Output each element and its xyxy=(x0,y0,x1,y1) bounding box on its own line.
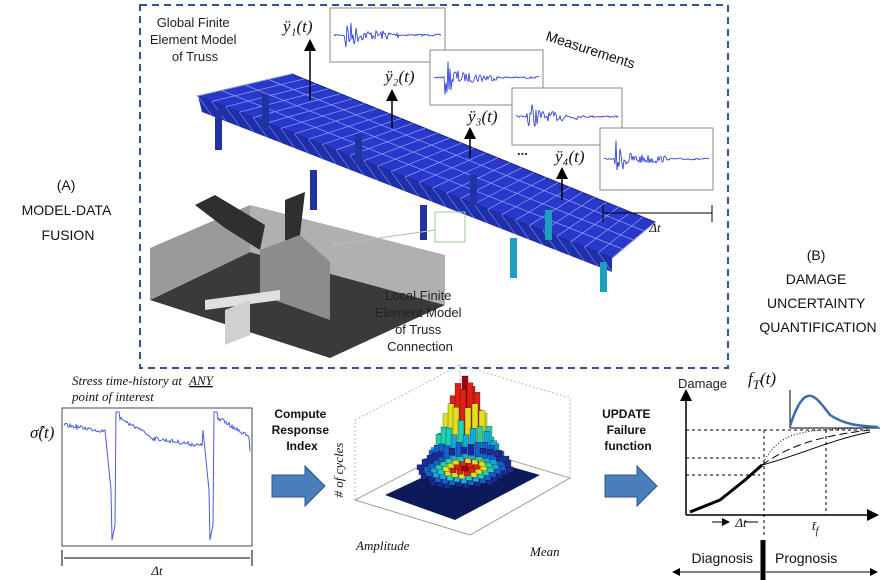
signal-label: ÿ₁(t) xyxy=(281,17,313,36)
histogram-bar xyxy=(437,452,443,457)
caption-text: Stress time-history at xyxy=(72,373,182,388)
step-update-label: UPDATE Failure function xyxy=(602,407,654,453)
histogram-bar xyxy=(507,467,513,472)
title-line: FUSION xyxy=(42,227,95,243)
panel-b-title: (B) DAMAGE UNCERTAINTY QUANTIFICATION xyxy=(759,247,876,335)
truss-column xyxy=(545,210,552,240)
duration-label: Δt xyxy=(648,220,661,235)
ellipsis: ... xyxy=(517,143,528,158)
truss-column xyxy=(310,170,317,210)
truss-column xyxy=(262,95,269,130)
histogram-bar xyxy=(449,448,455,455)
interval-label: Δt xyxy=(734,515,747,530)
page: Global Finite Element Model of Truss Mea… xyxy=(0,0,882,580)
title-line: MODEL-DATA xyxy=(22,202,112,218)
signal-label: ÿ₃(t) xyxy=(466,107,498,126)
callout-box xyxy=(435,212,465,242)
block-arrow xyxy=(272,466,325,506)
title-line: UNCERTAINTY xyxy=(767,295,866,311)
figure: Global Finite Element Model of Truss Mea… xyxy=(0,0,882,580)
histogram-bar xyxy=(487,449,493,455)
stress-duration-label: Δt xyxy=(150,563,163,578)
label-line: Response xyxy=(272,423,330,437)
stress-y-label: σ̂(t) xyxy=(30,423,55,442)
truss-column xyxy=(600,262,607,292)
truss-column xyxy=(470,175,477,205)
title-line: DAMAGE xyxy=(786,271,847,287)
label-line: UPDATE xyxy=(602,407,650,421)
panel-a-title: (A) MODEL-DATA FUSION xyxy=(22,177,115,243)
title-line: QUANTIFICATION xyxy=(759,319,876,335)
stress-caption: Stress time-history at ANY point of inte… xyxy=(71,373,216,404)
rainflow-histogram xyxy=(355,365,570,535)
caption-emphasis: ANY xyxy=(188,373,215,388)
prognosis-label: Prognosis xyxy=(775,550,837,566)
stress-plot-frame xyxy=(62,408,252,546)
label-line: of Truss xyxy=(395,322,442,337)
block-arrow xyxy=(605,466,657,506)
label-line: of Truss xyxy=(172,49,219,64)
truss-column xyxy=(420,205,427,240)
histogram-bar xyxy=(461,447,467,454)
global-model-label: Global Finite Element Model of Truss xyxy=(150,15,240,64)
panel-label: (A) xyxy=(57,177,76,193)
histogram-x-label: Amplitude xyxy=(355,538,410,553)
truss-column xyxy=(215,110,222,150)
damage-y-label: Damage xyxy=(678,376,727,391)
histogram-y-label: Mean xyxy=(529,544,560,559)
pdf-label: fT(t) xyxy=(748,369,776,392)
measurements-title: Measurements xyxy=(544,28,637,72)
truss-column xyxy=(510,238,517,278)
label-line: Compute xyxy=(274,407,326,421)
histogram-z-label: # of cycles xyxy=(331,443,346,498)
panel-label: (B) xyxy=(807,247,826,263)
damage-plot xyxy=(686,390,880,535)
histogram-bar xyxy=(468,444,474,455)
signal-label: ÿ₄(t) xyxy=(553,147,585,166)
label-part: (t) xyxy=(760,369,776,388)
failure-time-label: t̄f xyxy=(812,518,820,537)
label-part: f xyxy=(816,526,820,537)
label-line: Element Model xyxy=(150,32,237,47)
truss-column xyxy=(355,135,362,165)
label-line: function xyxy=(604,439,651,453)
label-line: Element Model xyxy=(375,305,462,320)
diagnosis-label: Diagnosis xyxy=(692,550,753,566)
label-line: Global Finite xyxy=(157,15,230,30)
label-line: Connection xyxy=(387,339,453,354)
histogram-bar xyxy=(494,451,500,456)
label-line: Failure xyxy=(607,423,647,437)
label-line: Index xyxy=(286,439,318,453)
histogram-bar xyxy=(480,448,486,453)
step-compute-label: Compute Response Index xyxy=(272,407,333,453)
histogram-bar xyxy=(503,456,509,463)
label-line: Local Finite xyxy=(385,288,451,303)
signal-label: ÿ₂(t) xyxy=(383,67,415,86)
caption-text: point of interest xyxy=(71,389,154,404)
